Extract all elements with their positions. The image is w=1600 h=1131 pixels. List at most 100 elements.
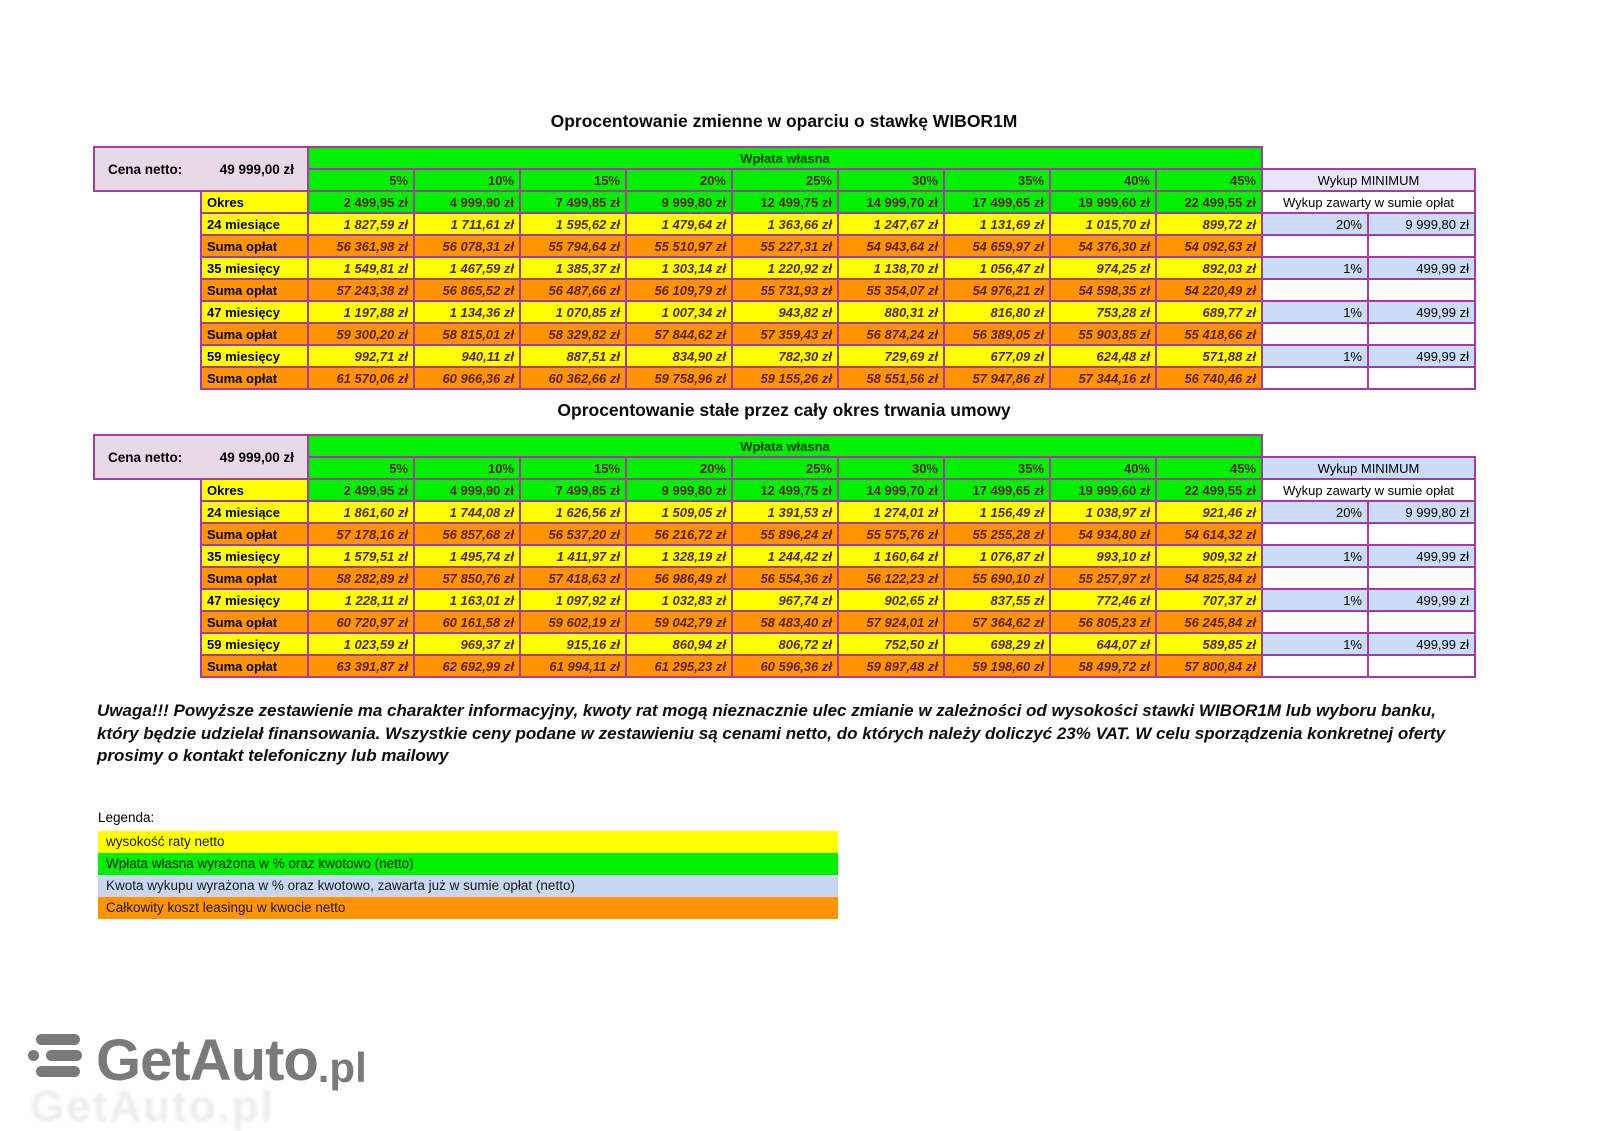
rate-value-cell: 1 015,70 zł bbox=[1049, 212, 1157, 236]
wplata-wlasna-header: Wpłata własna bbox=[307, 146, 1263, 170]
rate-value-cell: 1 467,59 zł bbox=[413, 256, 521, 280]
percent-header-cell: 15% bbox=[519, 168, 627, 192]
empty-cell bbox=[94, 567, 201, 589]
empty-cell bbox=[94, 479, 201, 501]
disclaimer-note: Uwaga!!! Powyższe zestawienie ma charakt… bbox=[97, 701, 1446, 765]
wykup-percent-cell bbox=[1261, 278, 1369, 302]
wykup-percent-cell bbox=[1261, 522, 1369, 546]
suma-value-cell: 59 042,79 zł bbox=[625, 610, 733, 634]
suma-value-cell: 56 216,72 zł bbox=[625, 522, 733, 546]
suma-value-cell: 60 596,36 zł bbox=[731, 654, 839, 678]
rate-value-cell: 1 056,47 zł bbox=[943, 256, 1051, 280]
suma-value-cell: 56 361,98 zł bbox=[307, 234, 415, 258]
downpayment-amount-cell: 4 999,90 zł bbox=[413, 478, 521, 502]
wplata-wlasna-header: Wpłata własna bbox=[307, 434, 1263, 458]
suma-value-cell: 55 227,31 zł bbox=[731, 234, 839, 258]
rate-value-cell: 753,28 zł bbox=[1049, 300, 1157, 324]
empty-cell bbox=[94, 545, 201, 567]
rate-value-cell: 816,80 zł bbox=[943, 300, 1051, 324]
suma-value-cell: 58 483,40 zł bbox=[731, 610, 839, 634]
rate-value-cell: 772,46 zł bbox=[1049, 588, 1157, 612]
wykup-subheader: Wykup zawarty w sumie opłat bbox=[1261, 190, 1476, 214]
legend-item: Wpłata własna wyrażona w % oraz kwotowo … bbox=[98, 853, 838, 875]
suma-value-cell: 57 178,16 zł bbox=[307, 522, 415, 546]
empty-corner-cell bbox=[1262, 147, 1475, 169]
wykup-amount-cell: 499,99 zł bbox=[1367, 344, 1476, 368]
rate-value-cell: 1 070,85 zł bbox=[519, 300, 627, 324]
wykup-percent-cell: 1% bbox=[1261, 632, 1369, 656]
variable-rate-table: Cena netto: 49 999,00 zł Wpłata własna 5% 10… bbox=[93, 146, 1476, 390]
downpayment-amount-cell: 4 999,90 zł bbox=[413, 190, 521, 214]
period-label-cell: 47 miesięcy bbox=[200, 588, 309, 612]
rate-value-cell: 1 303,14 zł bbox=[625, 256, 733, 280]
suma-value-cell: 61 994,11 zł bbox=[519, 654, 627, 678]
suma-value-cell: 58 329,82 zł bbox=[519, 322, 627, 346]
wykup-amount-cell bbox=[1367, 522, 1476, 546]
suma-value-cell: 60 966,36 zł bbox=[413, 366, 521, 390]
percent-header-cell: 40% bbox=[1049, 168, 1157, 192]
suma-value-cell: 56 857,68 zł bbox=[413, 522, 521, 546]
rate-value-cell: 1 385,37 zł bbox=[519, 256, 627, 280]
downpayment-amount-cell: 14 999,70 zł bbox=[837, 190, 945, 214]
suma-value-cell: 58 815,01 zł bbox=[413, 322, 521, 346]
suma-value-cell: 56 389,05 zł bbox=[943, 322, 1051, 346]
suma-label-cell: Suma opłat bbox=[200, 322, 309, 346]
rate-value-cell: 902,65 zł bbox=[837, 588, 945, 612]
wykup-amount-cell bbox=[1367, 366, 1476, 390]
rate-value-cell: 892,03 zł bbox=[1155, 256, 1263, 280]
empty-cell bbox=[94, 367, 201, 389]
rate-value-cell: 834,90 zł bbox=[625, 344, 733, 368]
downpayment-amount-cell: 9 999,80 zł bbox=[625, 478, 733, 502]
suma-value-cell: 54 092,63 zł bbox=[1155, 234, 1263, 258]
rate-value-cell: 1 479,64 zł bbox=[625, 212, 733, 236]
suma-value-cell: 55 255,28 zł bbox=[943, 522, 1051, 546]
suma-value-cell: 61 295,23 zł bbox=[625, 654, 733, 678]
rate-value-cell: 1 160,64 zł bbox=[837, 544, 945, 568]
fixed-rate-table: Cena netto: 49 999,00 zł Wpłata własna 5% 10… bbox=[93, 434, 1476, 678]
rate-value-cell: 1 097,92 zł bbox=[519, 588, 627, 612]
cena-netto-box: Cena netto: 49 999,00 zł bbox=[93, 434, 309, 480]
suma-value-cell: 58 282,89 zł bbox=[307, 566, 415, 590]
wykup-amount-cell bbox=[1367, 322, 1476, 346]
rate-value-cell: 1 411,97 zł bbox=[519, 544, 627, 568]
cena-netto-value: 49 999,00 zł bbox=[219, 449, 294, 465]
percent-header-cell: 45% bbox=[1155, 456, 1263, 480]
suma-value-cell: 55 690,10 zł bbox=[943, 566, 1051, 590]
rate-value-cell: 1 156,49 zł bbox=[943, 500, 1051, 524]
wykup-amount-cell: 9 999,80 zł bbox=[1367, 212, 1476, 236]
downpayment-amount-cell: 14 999,70 zł bbox=[837, 478, 945, 502]
rate-value-cell: 707,37 zł bbox=[1155, 588, 1263, 612]
empty-cell bbox=[94, 345, 201, 367]
suma-value-cell: 56 740,46 zł bbox=[1155, 366, 1263, 390]
downpayment-amount-cell: 17 499,65 zł bbox=[943, 478, 1051, 502]
suma-value-cell: 54 598,35 zł bbox=[1049, 278, 1157, 302]
empty-cell bbox=[94, 501, 201, 523]
wykup-subheader: Wykup zawarty w sumie opłat bbox=[1261, 478, 1476, 502]
suma-value-cell: 54 614,32 zł bbox=[1155, 522, 1263, 546]
wykup-percent-cell: 1% bbox=[1261, 256, 1369, 280]
suma-value-cell: 54 943,64 zł bbox=[837, 234, 945, 258]
suma-value-cell: 54 976,21 zł bbox=[943, 278, 1051, 302]
rate-value-cell: 1 131,69 zł bbox=[943, 212, 1051, 236]
suma-value-cell: 57 800,84 zł bbox=[1155, 654, 1263, 678]
percent-header-cell: 30% bbox=[837, 168, 945, 192]
rate-value-cell: 1 220,92 zł bbox=[731, 256, 839, 280]
rate-value-cell: 782,30 zł bbox=[731, 344, 839, 368]
downpayment-amount-cell: 19 999,60 zł bbox=[1049, 478, 1157, 502]
rate-value-cell: 1 626,56 zł bbox=[519, 500, 627, 524]
rate-value-cell: 624,48 zł bbox=[1049, 344, 1157, 368]
suma-value-cell: 57 243,38 zł bbox=[307, 278, 415, 302]
logo-watermark: GetAuto.pl bbox=[30, 1082, 275, 1131]
logo-bars-icon bbox=[28, 1034, 82, 1082]
suma-value-cell: 57 947,86 zł bbox=[943, 366, 1051, 390]
rate-value-cell: 1 363,66 zł bbox=[731, 212, 839, 236]
rate-value-cell: 860,94 zł bbox=[625, 632, 733, 656]
rate-value-cell: 1 861,60 zł bbox=[307, 500, 415, 524]
rate-value-cell: 1 032,83 zł bbox=[625, 588, 733, 612]
suma-value-cell: 57 844,62 zł bbox=[625, 322, 733, 346]
suma-value-cell: 63 391,87 zł bbox=[307, 654, 415, 678]
suma-value-cell: 59 602,19 zł bbox=[519, 610, 627, 634]
wykup-amount-cell: 499,99 zł bbox=[1367, 256, 1476, 280]
rate-value-cell: 1 549,81 zł bbox=[307, 256, 415, 280]
